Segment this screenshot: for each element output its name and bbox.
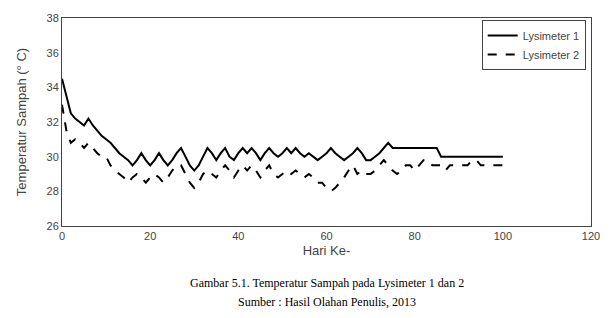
- svg-text:Sumber : Hasil Olahan Penulis,: Sumber : Hasil Olahan Penulis, 2013: [238, 295, 416, 309]
- svg-text:Lysimeter 1: Lysimeter 1: [523, 30, 579, 42]
- svg-text:Lysimeter 2: Lysimeter 2: [523, 49, 579, 61]
- svg-text:Hari Ke-: Hari Ke-: [303, 243, 351, 258]
- svg-text:80: 80: [409, 230, 421, 242]
- svg-text:36: 36: [47, 47, 59, 59]
- svg-text:28: 28: [47, 185, 59, 197]
- svg-text:34: 34: [47, 81, 59, 93]
- svg-text:120: 120: [582, 230, 600, 242]
- svg-text:0: 0: [59, 230, 65, 242]
- svg-text:20: 20: [144, 230, 156, 242]
- svg-text:38: 38: [47, 12, 59, 24]
- svg-text:30: 30: [47, 151, 59, 163]
- svg-text:100: 100: [494, 230, 512, 242]
- svg-text:32: 32: [47, 116, 59, 128]
- svg-text:Temperatur Sampah (° C): Temperatur Sampah (° C): [14, 48, 29, 196]
- svg-text:Gambar 5.1. Temperatur Sampah: Gambar 5.1. Temperatur Sampah pada Lysim…: [190, 276, 464, 290]
- svg-text:60: 60: [320, 230, 332, 242]
- svg-text:26: 26: [47, 220, 59, 232]
- svg-text:40: 40: [232, 230, 244, 242]
